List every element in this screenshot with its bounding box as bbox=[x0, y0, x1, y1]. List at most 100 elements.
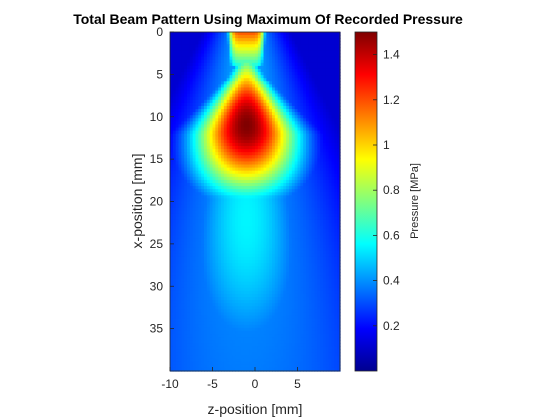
heatmap-cell bbox=[306, 275, 310, 280]
heatmap-cell bbox=[260, 269, 265, 273]
heatmap-cell bbox=[306, 179, 310, 184]
heatmap-cell bbox=[221, 142, 225, 147]
heatmap-cell bbox=[306, 149, 310, 153]
heatmap-cell bbox=[238, 179, 242, 184]
heatmap-cell bbox=[311, 84, 316, 89]
heatmap-cell bbox=[257, 72, 262, 76]
heatmap-cell bbox=[184, 90, 188, 95]
heatmap-cell bbox=[178, 275, 182, 280]
heatmap-cell bbox=[286, 216, 290, 221]
heatmap-cell bbox=[334, 216, 338, 221]
heatmap-cell bbox=[223, 155, 228, 159]
heatmap-cell bbox=[204, 105, 208, 110]
heatmap-cell bbox=[201, 149, 205, 153]
heatmap-cell bbox=[212, 235, 216, 240]
heatmap-cell bbox=[215, 263, 219, 267]
heatmap-cell bbox=[240, 253, 245, 258]
heatmap-cell bbox=[272, 152, 276, 156]
heatmap-cell bbox=[249, 72, 253, 76]
heatmap-cell bbox=[314, 155, 318, 159]
heatmap-cell bbox=[328, 146, 333, 150]
heatmap-cell bbox=[184, 96, 188, 101]
heatmap-cell bbox=[260, 139, 265, 144]
heatmap-cell bbox=[334, 260, 338, 264]
heatmap-cell bbox=[215, 32, 219, 36]
heatmap-cell bbox=[252, 136, 256, 141]
heatmap-cell bbox=[272, 115, 276, 119]
heatmap-cell bbox=[232, 115, 236, 119]
heatmap-cell bbox=[272, 127, 276, 132]
heatmap-cell bbox=[181, 139, 185, 144]
heatmap-cell bbox=[334, 32, 338, 36]
heatmap-cell bbox=[178, 62, 182, 67]
heatmap-cell bbox=[323, 81, 327, 85]
heatmap-cell bbox=[238, 189, 242, 193]
heatmap-cell bbox=[172, 266, 177, 270]
heatmap-cell bbox=[238, 195, 242, 200]
heatmap-cell bbox=[337, 238, 341, 243]
heatmap-cell bbox=[260, 130, 265, 135]
heatmap-cell bbox=[300, 167, 304, 172]
heatmap-cell bbox=[266, 50, 270, 55]
heatmap-cell bbox=[260, 281, 265, 286]
heatmap-cell bbox=[235, 161, 239, 166]
heatmap-cell bbox=[206, 133, 211, 138]
heatmap-cell bbox=[226, 195, 231, 200]
heatmap-cell bbox=[238, 158, 242, 163]
heatmap-cell bbox=[308, 38, 313, 42]
heatmap-cell bbox=[274, 99, 279, 104]
heatmap-cell bbox=[314, 78, 318, 82]
heatmap-cell bbox=[323, 269, 327, 273]
heatmap-cell bbox=[297, 223, 301, 227]
heatmap-cell bbox=[269, 78, 273, 82]
heatmap-cell bbox=[272, 161, 276, 166]
heatmap-cell bbox=[260, 263, 265, 267]
heatmap-cell bbox=[243, 164, 248, 169]
heatmap-cell bbox=[272, 216, 276, 221]
heatmap-cell bbox=[232, 266, 236, 270]
heatmap-cell bbox=[226, 201, 231, 206]
heatmap-cell bbox=[286, 130, 290, 135]
heatmap-cell bbox=[294, 226, 299, 230]
heatmap-cell bbox=[272, 149, 276, 153]
heatmap-cell bbox=[337, 35, 341, 39]
heatmap-cell bbox=[269, 41, 273, 45]
heatmap-cell bbox=[308, 41, 313, 45]
heatmap-cell bbox=[246, 121, 250, 126]
heatmap-cell bbox=[325, 146, 330, 150]
heatmap-cell bbox=[175, 204, 180, 209]
heatmap-cell bbox=[170, 247, 174, 252]
heatmap-cell bbox=[221, 250, 225, 255]
heatmap-cell bbox=[198, 53, 202, 58]
heatmap-cell bbox=[232, 59, 236, 64]
heatmap-cell bbox=[291, 105, 296, 110]
heatmap-cell bbox=[306, 219, 310, 224]
heatmap-cell bbox=[218, 247, 222, 252]
heatmap-cell bbox=[240, 250, 245, 255]
heatmap-cell bbox=[328, 170, 333, 175]
heatmap-cell bbox=[221, 266, 225, 270]
heatmap-cell bbox=[328, 127, 333, 132]
heatmap-cell bbox=[334, 50, 338, 55]
heatmap-cell bbox=[280, 170, 284, 175]
heatmap-cell bbox=[328, 226, 333, 230]
heatmap-cell bbox=[300, 136, 304, 141]
heatmap-cell bbox=[266, 226, 270, 230]
heatmap-cell bbox=[328, 155, 333, 159]
heatmap-cell bbox=[238, 35, 242, 39]
heatmap-cell bbox=[235, 118, 239, 122]
heatmap-cell bbox=[181, 32, 185, 36]
heatmap-cell bbox=[192, 44, 197, 49]
heatmap-cell bbox=[266, 186, 270, 190]
heatmap-cell bbox=[195, 68, 199, 73]
heatmap-cell bbox=[246, 38, 250, 42]
heatmap-cell bbox=[192, 189, 197, 193]
heatmap-cell bbox=[331, 223, 335, 227]
heatmap-cell bbox=[260, 149, 265, 153]
heatmap-cell bbox=[314, 210, 318, 215]
heatmap-cell bbox=[323, 139, 327, 144]
heatmap-cell bbox=[291, 229, 296, 233]
heatmap-cell bbox=[255, 179, 259, 184]
heatmap-cell bbox=[192, 50, 197, 55]
heatmap-cell bbox=[243, 269, 248, 273]
